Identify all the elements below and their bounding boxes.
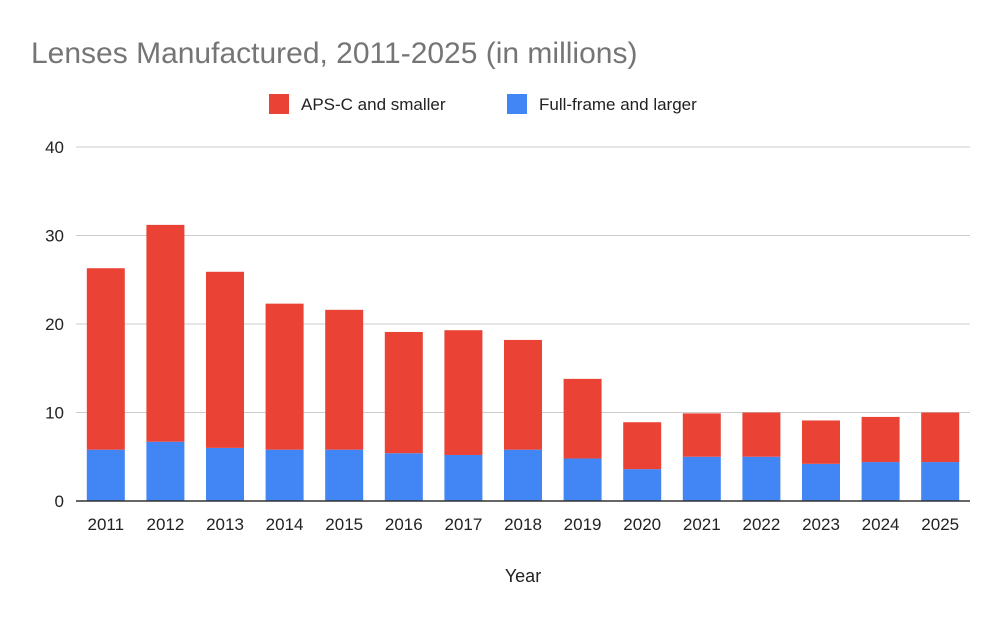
- x-tick-label: 2018: [504, 515, 542, 534]
- bar-aps-c-2021: [682, 413, 721, 457]
- bars: [86, 224, 960, 501]
- bar-aps-c-2015: [325, 309, 364, 450]
- bar-full-frame-2021: [682, 456, 721, 501]
- bar-full-frame-2018: [504, 449, 542, 501]
- x-tick-label: 2014: [266, 515, 304, 534]
- bar-aps-c-2017: [444, 330, 483, 455]
- y-tick-label: 0: [55, 492, 64, 511]
- bar-full-frame-2013: [206, 447, 244, 501]
- legend-label: Full-frame and larger: [539, 95, 697, 114]
- bar-full-frame-2022: [742, 456, 781, 501]
- bar-full-frame-2024: [861, 462, 900, 501]
- bar-aps-c-2025: [921, 412, 960, 463]
- x-tick-label: 2013: [206, 515, 244, 534]
- y-tick-label: 10: [45, 404, 64, 423]
- x-tick-label: 2020: [623, 515, 661, 534]
- bar-full-frame-2017: [444, 454, 483, 501]
- y-axis-ticks: 0 10 20 30 40: [45, 138, 64, 511]
- x-tick-label: 2021: [683, 515, 721, 534]
- legend-swatch: [507, 94, 527, 114]
- bar-full-frame-2015: [325, 449, 364, 501]
- x-tick-label: 2022: [742, 515, 780, 534]
- x-tick-label: 2011: [88, 515, 125, 534]
- legend: APS-C and smaller Full-frame and larger: [269, 94, 697, 114]
- x-tick-label: 2017: [444, 515, 482, 534]
- bar-aps-c-2011: [86, 268, 125, 450]
- bar-full-frame-2023: [802, 463, 840, 501]
- x-tick-label: 2012: [146, 515, 184, 534]
- chart-title: Lenses Manufactured, 2011-2025 (in milli…: [31, 37, 637, 70]
- bar-aps-c-2023: [802, 420, 840, 464]
- legend-label: APS-C and smaller: [301, 95, 446, 114]
- bar-full-frame-2012: [146, 441, 185, 501]
- bar-full-frame-2025: [921, 462, 960, 501]
- x-tick-label: 2019: [564, 515, 602, 534]
- x-axis-label: Year: [505, 566, 541, 586]
- bar-aps-c-2019: [563, 378, 602, 459]
- bar-aps-c-2013: [206, 271, 244, 448]
- x-tick-label: 2023: [802, 515, 840, 534]
- x-tick-label: 2024: [862, 515, 900, 534]
- bar-aps-c-2020: [623, 422, 662, 470]
- y-tick-label: 20: [45, 315, 64, 334]
- bar-full-frame-2014: [265, 449, 304, 501]
- bar-full-frame-2020: [623, 469, 662, 501]
- y-tick-label: 30: [45, 227, 64, 246]
- bar-full-frame-2016: [384, 453, 423, 501]
- x-axis-ticks: 2011 2012 2013 2014 2015 2016 2017 2018 2019 2020…: [88, 515, 960, 534]
- bar-aps-c-2014: [265, 303, 304, 450]
- bar-aps-c-2022: [742, 412, 781, 457]
- bar-aps-c-2012: [146, 224, 185, 442]
- x-tick-label: 2025: [921, 515, 959, 534]
- legend-swatch: [269, 94, 289, 114]
- y-tick-label: 40: [45, 138, 64, 157]
- bar-full-frame-2019: [563, 458, 602, 501]
- bar-aps-c-2016: [384, 331, 423, 454]
- bar-aps-c-2024: [861, 416, 900, 463]
- x-tick-label: 2015: [325, 515, 363, 534]
- bar-aps-c-2018: [504, 339, 542, 450]
- bar-full-frame-2011: [86, 449, 125, 501]
- x-tick-label: 2016: [385, 515, 423, 534]
